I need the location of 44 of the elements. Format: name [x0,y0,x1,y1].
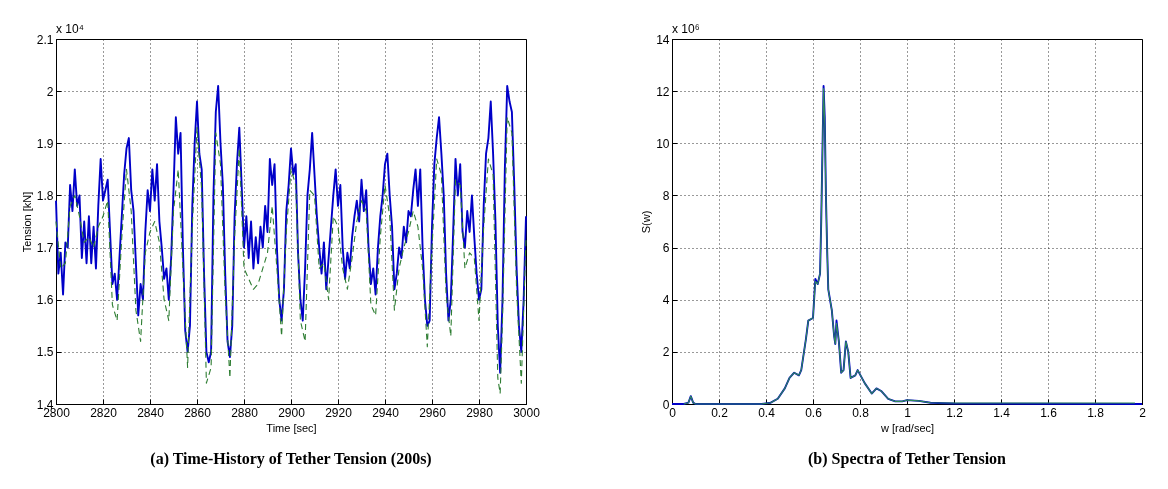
x-tick-label: 2 [1139,405,1147,420]
x-tick-label: 2860 [184,405,212,420]
x-axis-title: Time [sec] [266,421,317,434]
x-tick-label: 3000 [513,405,541,420]
x-tick-label: 0.6 [805,405,823,420]
y-axis-title: S(w) [640,210,653,234]
text: (a) Time-History of Tether Tension (200s) [150,450,432,468]
x-tick-label: 1 [904,405,912,420]
x-tick-label: 0.2 [711,405,729,420]
y-tick-label: 10 [656,136,670,151]
y-tick-label: 14 [656,32,670,47]
x-tick-label: 1.2 [946,405,964,420]
y-axis-title: Tension [kN] [20,191,33,253]
y-tick-label: 1.9 [36,136,54,151]
x-tick-label: 2940 [372,405,400,420]
x-axis-title: w [rad/sec] [879,421,935,434]
y-tick-label: 2.1 [36,32,54,47]
text: x 10⁶ [672,22,700,36]
y-tick-label: 4 [662,293,670,308]
x-tick-label: 1.8 [1087,405,1105,420]
y-tick-label: 1.7 [36,241,54,256]
y-tick-label: 6 [662,241,670,256]
x-tick-label: 1.4 [993,405,1011,420]
y-tick-label: 2 [662,345,670,360]
x-tick-label: 2900 [278,405,306,420]
text: x 10⁴ [56,22,84,36]
y-tick-label: 8 [662,188,670,203]
y-tick-label: 12 [656,84,670,99]
x-tick-label: 0.8 [852,405,870,420]
y-tick-label: 2 [46,84,54,99]
text: (b) Spectra of Tether Tension [808,450,1007,468]
x-tick-label: 0.4 [758,405,776,420]
line-series [55,116,527,395]
line-series [55,84,527,374]
y-tick-label: 1.5 [36,345,54,360]
x-tick-label: 2920 [325,405,353,420]
y-tick-label: 1.8 [36,188,54,203]
x-tick-label: 2840 [137,405,165,420]
y-tick-label: 1.6 [36,293,54,308]
x-tick-label: 2960 [419,405,447,420]
x-tick-label: 2980 [466,405,494,420]
x-tick-label: 1.6 [1040,405,1058,420]
x-tick-label: 2880 [231,405,259,420]
x-tick-label: 2820 [90,405,118,420]
